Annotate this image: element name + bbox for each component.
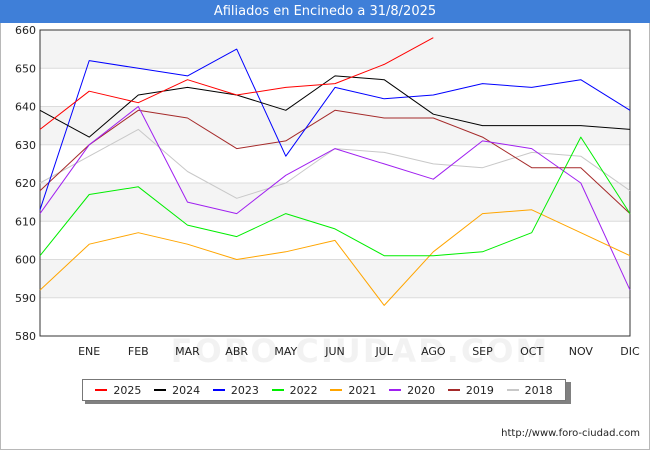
legend-swatch bbox=[447, 389, 460, 391]
series-line-2025 bbox=[39, 37, 434, 130]
legend-label: 2020 bbox=[407, 383, 436, 397]
legend-swatch bbox=[154, 389, 167, 391]
watermark-text: FORO-CIUDAD.COM bbox=[170, 332, 550, 370]
y-tick-label: 590 bbox=[15, 292, 36, 305]
legend-swatch bbox=[95, 389, 108, 391]
x-tick-label: AGO bbox=[421, 345, 446, 358]
series-line-2023 bbox=[39, 48, 631, 210]
y-tick-label: 640 bbox=[15, 101, 36, 114]
x-tick-label: FEB bbox=[128, 345, 149, 358]
y-tick-label: 600 bbox=[15, 254, 36, 267]
x-tick-label: JUL bbox=[374, 345, 393, 358]
legend-item: 2025 bbox=[95, 384, 141, 397]
legend-label: 2021 bbox=[348, 383, 377, 397]
legend-label: 2024 bbox=[172, 383, 201, 397]
legend-swatch bbox=[271, 389, 284, 391]
legend-swatch bbox=[212, 389, 225, 391]
legend: 2025 2024 2023 2022 2021 2020 2019 2018 bbox=[82, 379, 566, 401]
legend-swatch bbox=[330, 389, 343, 391]
series-line-2022 bbox=[39, 136, 631, 257]
legend-item: 2018 bbox=[506, 383, 553, 397]
chart-title: Afiliados en Encinedo a 31/8/2025 bbox=[0, 0, 650, 23]
x-tick-label: OCT bbox=[520, 345, 543, 358]
source-url: http://www.foro-ciudad.com bbox=[501, 428, 640, 439]
legend-swatch bbox=[389, 389, 402, 391]
series-line-2019 bbox=[39, 109, 631, 214]
legend-label: 2018 bbox=[524, 383, 553, 397]
legend-label: 2019 bbox=[465, 383, 494, 397]
x-tick-label: MAY bbox=[274, 345, 297, 358]
y-tick-label: 610 bbox=[15, 215, 36, 228]
series-line-2024 bbox=[39, 75, 631, 138]
x-tick-label: DIC bbox=[620, 345, 640, 358]
x-tick-label: SEP bbox=[472, 345, 493, 358]
y-tick-label: 580 bbox=[15, 330, 36, 343]
x-tick-label: JUN bbox=[324, 345, 345, 358]
grid-band bbox=[40, 259, 630, 298]
series-line-2020 bbox=[39, 106, 631, 291]
legend-item: 2020 bbox=[389, 384, 435, 397]
legend-item: 2022 bbox=[271, 383, 318, 397]
x-tick-label: NOV bbox=[569, 345, 594, 358]
legend-item: 2024 bbox=[154, 384, 200, 397]
legend-item: 2019 bbox=[447, 383, 494, 397]
legend-item: 2021 bbox=[330, 384, 376, 397]
y-tick-label: 650 bbox=[15, 62, 36, 75]
legend-swatch bbox=[506, 389, 519, 391]
y-tick-label: 660 bbox=[15, 24, 36, 37]
y-tick-label: 620 bbox=[15, 177, 36, 190]
x-tick-label: ABR bbox=[225, 345, 248, 358]
series-line-2021 bbox=[39, 209, 631, 306]
legend-item: 2023 bbox=[212, 383, 259, 397]
legend-label: 2025 bbox=[113, 383, 142, 397]
grid-band bbox=[40, 30, 630, 69]
x-tick-label: ENE bbox=[78, 345, 100, 358]
legend-label: 2023 bbox=[230, 383, 259, 397]
x-tick-label: MAR bbox=[175, 345, 200, 358]
grid-band bbox=[40, 183, 630, 222]
y-tick-label: 630 bbox=[15, 139, 36, 152]
legend-label: 2022 bbox=[289, 383, 318, 397]
